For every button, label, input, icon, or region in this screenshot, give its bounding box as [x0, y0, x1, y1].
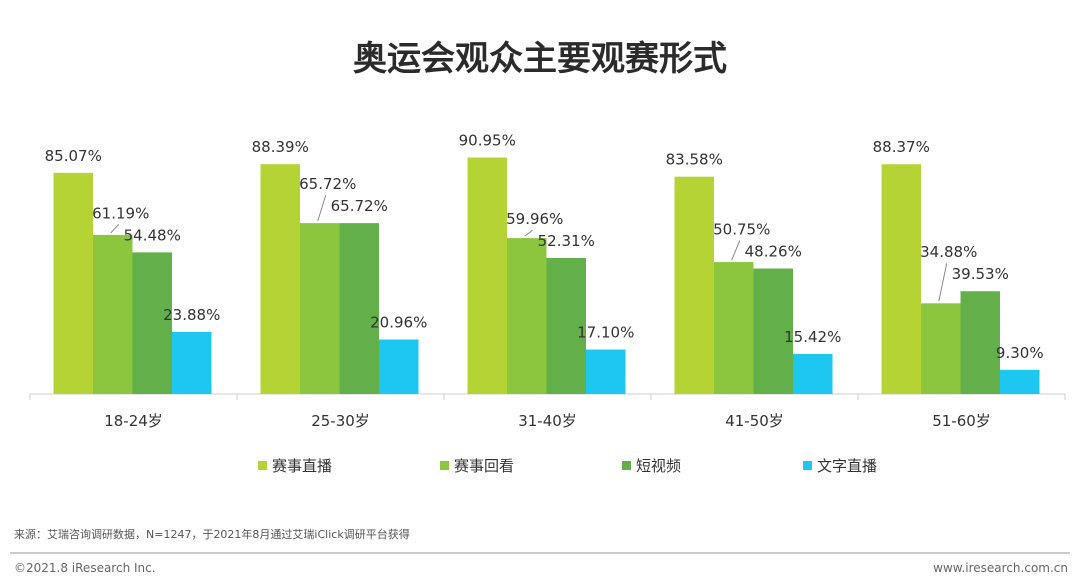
label-leader-line [731, 240, 741, 261]
data-label: 61.19% [92, 204, 149, 222]
bar [793, 353, 833, 394]
legend-swatch [622, 461, 631, 470]
data-label: 23.88% [163, 306, 220, 324]
bar [300, 223, 340, 394]
category-label: 25-30岁 [311, 412, 370, 430]
category-label: 41-50岁 [725, 412, 784, 430]
data-label: 17.10% [577, 324, 634, 342]
data-label: 52.31% [538, 232, 595, 250]
data-label: 85.07% [45, 147, 102, 165]
legend: 赛事直播 赛事回看 短视频 文字直播 [258, 457, 877, 475]
data-label: 48.26% [745, 243, 802, 261]
legend-swatch [440, 461, 449, 470]
data-label: 54.48% [124, 226, 181, 244]
data-label: 39.53% [952, 265, 1009, 283]
bar [881, 164, 921, 394]
legend-swatch [258, 461, 267, 470]
data-label: 88.37% [873, 138, 930, 156]
legend-label: 赛事回看 [454, 457, 514, 475]
bar [339, 223, 379, 394]
bar [1000, 369, 1040, 394]
bar [93, 234, 133, 394]
data-label: 88.39% [252, 138, 309, 156]
bar [753, 268, 793, 394]
bar [546, 257, 586, 394]
data-label: 65.72% [331, 197, 388, 215]
bar [132, 252, 172, 394]
data-label: 9.30% [996, 344, 1044, 362]
category-label: 18-24岁 [104, 412, 163, 430]
data-label: 34.88% [920, 243, 977, 261]
bar [674, 176, 714, 394]
bar [260, 164, 300, 394]
bar [507, 238, 547, 394]
copyright-text: ©2021.8 iResearch Inc. [14, 561, 156, 575]
label-leader-line [317, 194, 327, 222]
bar [379, 339, 419, 394]
legend-label: 赛事直播 [272, 457, 332, 475]
bar [714, 262, 754, 394]
website-text: www.iresearch.com.cn [933, 561, 1068, 575]
legend-label: 短视频 [636, 457, 681, 475]
data-label: 15.42% [784, 328, 841, 346]
legend-swatch [803, 461, 812, 470]
category-label: 51-60岁 [932, 412, 991, 430]
chart-title: 奥运会观众主要观赛形式 [353, 39, 727, 79]
category-label: 31-40岁 [518, 412, 577, 430]
plot-area: 18-24岁 85.07% 61.19% 54.48% 23.88% 25-30岁 88.3… [29, 132, 1066, 430]
data-label: 65.72% [299, 175, 356, 193]
bar [586, 349, 626, 394]
bar [53, 172, 93, 394]
label-leader-line [524, 229, 534, 237]
legend-label: 文字直播 [817, 457, 877, 475]
label-leader-line [938, 263, 948, 302]
source-note: 来源：艾瑞咨询调研数据，N=1247，于2021年8月通过艾瑞iClick调研平… [14, 527, 410, 541]
data-label: 20.96% [370, 314, 427, 332]
data-label: 59.96% [506, 210, 563, 228]
data-label: 90.95% [459, 132, 516, 150]
bar [467, 157, 507, 394]
bar [172, 331, 212, 394]
bar [921, 303, 961, 394]
label-leader-line [110, 224, 120, 234]
data-label: 83.58% [666, 151, 723, 169]
data-label: 50.75% [713, 221, 770, 239]
bar [960, 291, 1000, 394]
